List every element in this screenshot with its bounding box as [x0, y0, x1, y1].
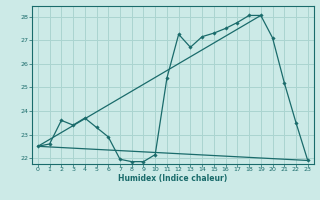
X-axis label: Humidex (Indice chaleur): Humidex (Indice chaleur) [118, 174, 228, 183]
